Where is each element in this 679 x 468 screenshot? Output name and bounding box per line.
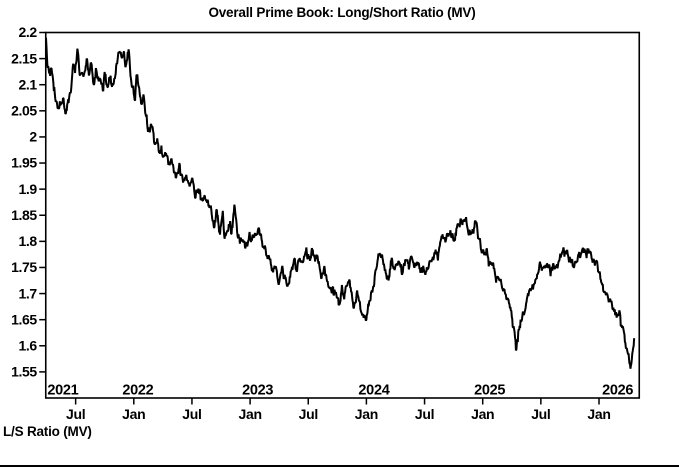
y-axis-tick-label: 2.2	[18, 24, 37, 40]
y-axis-tick-label: 2.15	[11, 50, 37, 66]
y-axis-tick-label: 1.85	[11, 207, 37, 223]
y-axis-caption: L/S Ratio (MV)	[3, 424, 92, 439]
y-axis-tick-label: 1.55	[11, 364, 37, 380]
year-label: 2022	[122, 383, 153, 399]
y-axis-tick-label: 1.9	[18, 181, 37, 197]
year-label: 2026	[602, 383, 633, 399]
x-axis-tick-label: Jan	[355, 406, 378, 422]
x-axis-tick-label: Jan	[587, 406, 610, 422]
y-axis-tick-label: 1.8	[18, 233, 37, 249]
x-axis-tick-label: Jul	[66, 406, 85, 422]
y-axis-tick-label: 2.05	[11, 103, 37, 119]
x-axis-tick-label: Jul	[531, 406, 550, 422]
series-line	[44, 37, 636, 369]
year-label: 2024	[358, 383, 389, 399]
y-axis-tick-label: 2.1	[18, 76, 37, 92]
x-axis-tick-label: Jul	[415, 406, 434, 422]
x-axis-tick-label: Jan	[471, 406, 494, 422]
y-axis-tick-label: 1.6	[18, 337, 37, 353]
x-axis-tick-label: Jul	[182, 406, 201, 422]
x-axis-tick-label: Jan	[122, 406, 145, 422]
bottom-border-line	[0, 465, 679, 467]
y-axis-tick-label: 1.75	[11, 259, 37, 275]
year-label: 2021	[47, 383, 78, 399]
y-axis-tick-label: 2	[29, 129, 37, 145]
y-axis-tick-label: 1.65	[11, 311, 37, 327]
chart-title: Overall Prime Book: Long/Short Ratio (MV…	[208, 5, 476, 20]
x-axis-tick-label: Jul	[299, 406, 318, 422]
x-axis-tick-label: Jan	[238, 406, 261, 422]
y-axis-tick-label: 1.7	[18, 285, 37, 301]
year-label: 2023	[242, 383, 273, 399]
year-label: 2025	[474, 383, 505, 399]
y-axis-tick-label: 1.95	[11, 155, 37, 171]
